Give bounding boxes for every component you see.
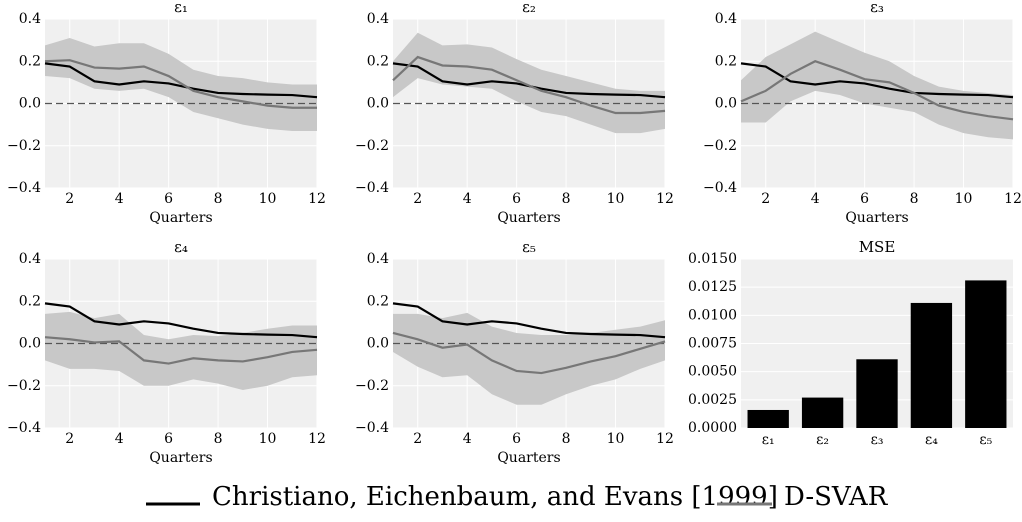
x-tick-label: 2 xyxy=(65,191,74,207)
y-tick-label: 0.4 xyxy=(367,251,389,267)
x-tick-label: 12 xyxy=(308,431,326,447)
y-tick-label: −0.2 xyxy=(355,138,389,154)
y-tick-label: 0.0 xyxy=(367,96,389,112)
x-tick-label: 8 xyxy=(562,191,571,207)
x-tick-label: 4 xyxy=(463,431,472,447)
legend-label: D-SVAR xyxy=(784,482,889,512)
bar xyxy=(965,280,1007,428)
y-tick-label: 0.0125 xyxy=(688,279,737,295)
x-tick-label: 6 xyxy=(512,431,521,447)
series-line xyxy=(392,331,666,375)
panel-title: MSE xyxy=(859,238,896,256)
x-tick-label: 10 xyxy=(259,191,277,207)
x-axis-label: Quarters xyxy=(149,210,212,226)
y-tick-label: 0.2 xyxy=(715,53,737,69)
x-tick-label: ε₅ xyxy=(979,432,992,448)
x-tick-label: 12 xyxy=(656,431,674,447)
panel-title: ε₂ xyxy=(522,0,536,16)
y-tick-label: −0.4 xyxy=(7,420,41,436)
y-tick-label: 0.0150 xyxy=(688,251,737,267)
x-tick-label: 12 xyxy=(656,191,674,207)
panel-title: ε₅ xyxy=(522,238,536,256)
y-tick-label: −0.2 xyxy=(355,378,389,394)
y-tick-label: −0.4 xyxy=(7,180,41,196)
x-tick-label: ε₃ xyxy=(871,432,884,448)
series-line xyxy=(392,55,666,115)
x-tick-label: 6 xyxy=(860,191,869,207)
x-tick-label: 8 xyxy=(214,431,223,447)
y-tick-label: −0.4 xyxy=(703,180,737,196)
y-tick-label: 0.4 xyxy=(19,11,41,27)
x-tick-label: 6 xyxy=(512,191,521,207)
x-tick-label: 10 xyxy=(607,431,625,447)
x-tick-label: 8 xyxy=(910,191,919,207)
x-tick-label: 2 xyxy=(413,191,422,207)
y-tick-label: −0.2 xyxy=(7,378,41,394)
x-axis-label: Quarters xyxy=(149,450,212,466)
y-tick-label: 0.2 xyxy=(19,293,41,309)
y-tick-label: −0.2 xyxy=(7,138,41,154)
series-line xyxy=(44,62,318,99)
panel-title: ε₃ xyxy=(870,0,884,16)
bar xyxy=(910,302,953,428)
y-tick-label: 0.0075 xyxy=(688,336,737,352)
y-tick-label: 0.2 xyxy=(367,293,389,309)
x-tick-label: 2 xyxy=(65,431,74,447)
x-tick-label: 10 xyxy=(955,191,973,207)
y-tick-label: 0.0025 xyxy=(688,392,737,408)
y-tick-label: 0.0000 xyxy=(688,420,737,436)
x-tick-label: 4 xyxy=(115,431,124,447)
y-tick-label: −0.2 xyxy=(703,138,737,154)
series-line xyxy=(392,302,666,339)
confidence-band xyxy=(45,311,317,390)
x-tick-label: 2 xyxy=(761,191,770,207)
x-tick-label: 2 xyxy=(413,431,422,447)
bar xyxy=(856,359,898,428)
x-axis-label: Quarters xyxy=(497,450,560,466)
y-tick-label: 0.2 xyxy=(19,53,41,69)
confidence-band xyxy=(393,312,665,405)
bar xyxy=(747,409,789,428)
x-tick-label: 8 xyxy=(214,191,223,207)
x-axis-label: Quarters xyxy=(845,210,908,226)
legend-label: Christiano, Eichenbaum, and Evans [1999] xyxy=(212,482,778,512)
y-tick-label: 0.0050 xyxy=(688,364,737,380)
x-tick-label: ε₄ xyxy=(925,432,938,448)
y-tick-label: −0.4 xyxy=(355,180,389,196)
y-tick-label: 0.0 xyxy=(19,336,41,352)
x-tick-label: ε₁ xyxy=(762,432,775,448)
x-tick-label: 12 xyxy=(1004,191,1022,207)
x-tick-label: 6 xyxy=(164,191,173,207)
series-line xyxy=(740,62,1014,99)
y-tick-label: 0.0100 xyxy=(688,307,737,323)
panel-title: ε₁ xyxy=(174,0,188,16)
x-tick-label: 10 xyxy=(607,191,625,207)
x-tick-label: 8 xyxy=(562,431,571,447)
bar xyxy=(801,397,844,428)
x-tick-label: ε₂ xyxy=(816,432,829,448)
x-tick-label: 4 xyxy=(463,191,472,207)
y-tick-label: 0.4 xyxy=(19,251,41,267)
series-line xyxy=(740,60,1014,121)
y-tick-label: 0.0 xyxy=(367,336,389,352)
y-tick-label: −0.4 xyxy=(355,420,389,436)
x-tick-label: 12 xyxy=(308,191,326,207)
x-tick-label: 6 xyxy=(164,431,173,447)
panel-title: ε₄ xyxy=(174,238,188,256)
y-tick-label: 0.0 xyxy=(715,96,737,112)
x-tick-label: 4 xyxy=(115,191,124,207)
y-tick-label: 0.4 xyxy=(715,11,737,27)
series-line xyxy=(44,59,317,109)
x-tick-label: 4 xyxy=(811,191,820,207)
y-tick-label: 0.2 xyxy=(367,53,389,69)
series-line xyxy=(44,302,318,339)
series-line xyxy=(44,336,318,365)
y-tick-label: 0.4 xyxy=(367,11,389,27)
x-tick-label: 10 xyxy=(259,431,277,447)
y-tick-label: 0.0 xyxy=(19,96,41,112)
x-axis-label: Quarters xyxy=(497,210,560,226)
